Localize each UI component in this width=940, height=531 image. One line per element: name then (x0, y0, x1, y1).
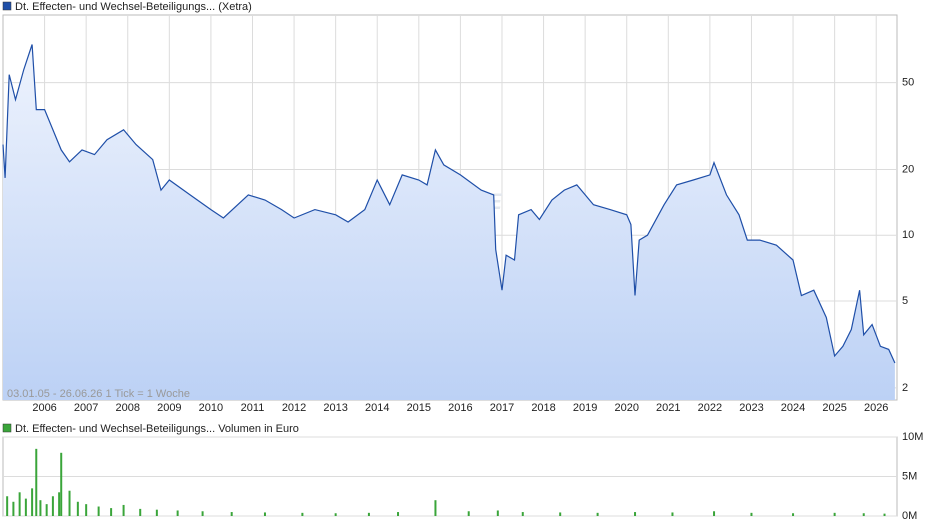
volume-bar (24, 498, 27, 516)
x-tick-label: 2006 (32, 402, 56, 414)
volume-bar (634, 512, 637, 516)
x-tick-label: 2014 (365, 402, 389, 414)
y-tick-label: 10M (902, 431, 923, 443)
x-tick-label: 2021 (656, 402, 680, 414)
volume-bar (18, 492, 21, 516)
volume-bar (31, 488, 34, 516)
legend-swatch (2, 1, 12, 11)
x-tick-label: 2008 (116, 402, 140, 414)
legend-swatch (2, 423, 12, 433)
volume-bar (671, 512, 674, 516)
volume-bar (713, 511, 716, 516)
volume-bar (68, 490, 71, 516)
x-tick-label: 2018 (531, 402, 555, 414)
volume-bar (45, 504, 48, 516)
volume-bar (39, 500, 42, 516)
volume-bar (596, 512, 599, 516)
volume-bar (201, 511, 204, 516)
y-tick-label: 5M (902, 470, 917, 482)
legend-text: Dt. Effecten- und Wechsel-Beteiligungs..… (15, 1, 252, 13)
y-tick-label: 10 (902, 229, 914, 241)
x-tick-label: 2013 (323, 402, 347, 414)
volume-bar (85, 504, 88, 516)
volume-bar (367, 512, 370, 516)
x-tick-label: 2022 (698, 402, 722, 414)
volume-bar (792, 513, 795, 516)
area-fill (3, 44, 895, 400)
price-line (2, 44, 896, 364)
volume-bar (60, 452, 63, 516)
annotation: 03.01.05 - 26.06.26 1 Tick = 1 Woche (7, 388, 190, 400)
volume-bar (76, 501, 79, 516)
x-tick-label: 2015 (407, 402, 431, 414)
volume-bar (521, 512, 524, 516)
legend-text: Dt. Effecten- und Wechsel-Beteiligungs..… (15, 423, 299, 435)
volume-bar (496, 510, 499, 516)
volume-bar (97, 506, 100, 516)
x-tick-label: 2012 (282, 402, 306, 414)
volume-bar (6, 496, 9, 516)
volume-bar (750, 512, 753, 516)
volume-bar (883, 513, 886, 516)
volume-bar (155, 509, 158, 516)
volume-bar (833, 512, 836, 516)
volume-bar (263, 512, 266, 516)
volume-bar (301, 512, 304, 516)
volume-bar (35, 448, 38, 516)
y-tick-label: 50 (902, 77, 914, 89)
volume-bar (139, 508, 142, 516)
x-tick-label: 2025 (822, 402, 846, 414)
volume-bar (51, 496, 54, 516)
volume-bar (58, 492, 61, 516)
volume-bar (122, 504, 125, 516)
y-tick-label: 20 (902, 163, 914, 175)
x-tick-label: 2016 (448, 402, 472, 414)
y-tick-label: 5 (902, 295, 908, 307)
volume-bar (334, 513, 337, 516)
y-tick-label: 2 (902, 382, 908, 394)
volume-bar (230, 512, 233, 516)
x-tick-label: 2007 (74, 402, 98, 414)
volume-bar (12, 501, 15, 516)
x-tick-label: 2023 (739, 402, 763, 414)
volume-bar (397, 512, 400, 516)
volume-bar (559, 512, 562, 516)
x-tick-label: 2011 (241, 402, 265, 414)
x-tick-label: 2017 (490, 402, 514, 414)
volume-bar (862, 513, 865, 516)
volume-bar (110, 508, 113, 516)
x-tick-label: 2024 (781, 402, 805, 414)
x-tick-label: 2020 (614, 402, 638, 414)
volume-bar (434, 500, 437, 516)
volume-bar (467, 511, 470, 516)
x-tick-label: 2026 (864, 402, 888, 414)
x-tick-label: 2010 (199, 402, 223, 414)
y-tick-label: 0M (902, 510, 917, 522)
volume-bar (176, 510, 179, 516)
x-tick-label: 2009 (157, 402, 181, 414)
x-tick-label: 2019 (573, 402, 597, 414)
